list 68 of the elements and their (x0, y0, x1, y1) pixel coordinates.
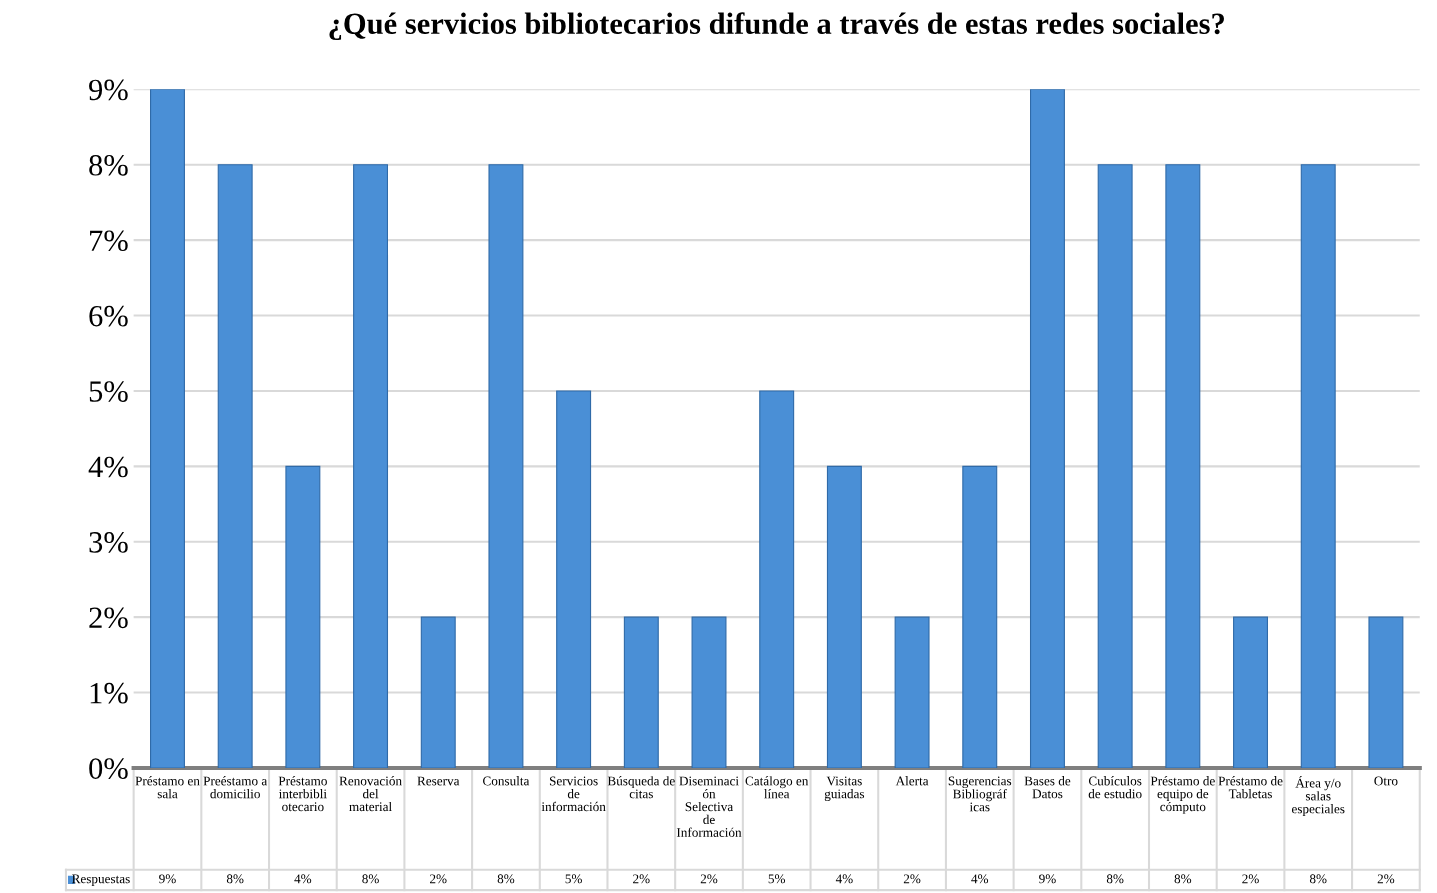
x-tick-label: Bases de Datos (1024, 776, 1071, 799)
y-tick-label: 6% (89, 305, 128, 327)
data-label: 8% (1174, 874, 1192, 884)
y-tick-label: 3% (89, 532, 128, 553)
x-tick-label: Alerta (895, 776, 929, 786)
bar (1233, 616, 1269, 768)
bar (488, 164, 524, 768)
x-tick-label: Búsqueda de citas (607, 776, 675, 799)
y-tick-label: 1% (90, 682, 128, 704)
y-tick-label: 8% (89, 154, 128, 176)
data-label: 4% (835, 874, 853, 884)
data-label: 8% (226, 874, 244, 884)
bar (420, 616, 456, 768)
bar (826, 465, 862, 768)
y-tick-label: 7% (90, 230, 128, 252)
data-label: 2% (1377, 874, 1395, 884)
data-label: 5% (565, 874, 582, 884)
x-tick-label: Otro (1374, 776, 1398, 786)
data-label: 8% (362, 874, 379, 884)
bar (556, 390, 592, 768)
y-tick-label: 5% (89, 381, 128, 402)
data-label: 9% (159, 874, 176, 884)
data-label: 4% (294, 874, 312, 884)
data-label: 5% (768, 874, 786, 884)
x-tick-label: Préstamo en sala (135, 776, 200, 799)
x-tick-label: Préstamo interbibliotecario (278, 776, 327, 812)
x-tick-label: Diseminación Selectiva de Información (676, 776, 742, 837)
chart-title: ¿Qué servicios bibliotecarios difunde a través de estas redes sociales? (329, 12, 1224, 41)
y-tick-label: 9% (89, 79, 128, 101)
x-tick-label: Sugerencias Bibliográficas (948, 776, 1012, 812)
x-tick-label: Reserva (417, 776, 460, 786)
data-label: 8% (497, 874, 515, 884)
bar (894, 616, 930, 768)
data-label: 2% (700, 874, 718, 884)
bar (1300, 164, 1336, 768)
data-label: 4% (971, 874, 989, 884)
data-label: 8% (1309, 874, 1327, 884)
y-tick-label: 4% (88, 456, 128, 478)
x-tick-label: Cubículos de estudio (1088, 776, 1142, 799)
data-label: 2% (633, 874, 650, 884)
data-label: 9% (1039, 874, 1056, 884)
y-tick-label: 0% (89, 758, 128, 779)
x-tick-label: Catálogo en línea (745, 776, 809, 799)
x-tick-label: Visitas guiadas (824, 776, 865, 802)
bar (691, 616, 727, 768)
x-tick-label: Préstamo de equipo de cómputo (1150, 776, 1215, 814)
bar (1029, 89, 1065, 768)
bar (285, 465, 321, 768)
bar (1165, 164, 1201, 768)
y-tick-label: 2% (89, 607, 128, 629)
bar (1368, 616, 1404, 768)
x-tick-label: Área y/o salas especiales (1291, 776, 1345, 817)
x-tick-label: Servicios de información (541, 776, 606, 812)
x-tick-label: Preéstamo a domicilio (203, 776, 268, 799)
bar (353, 164, 389, 768)
data-label: 2% (903, 874, 921, 884)
bar (217, 164, 253, 768)
bar (150, 89, 185, 768)
x-tick-label: Préstamo de Tabletas (1218, 776, 1283, 799)
bar (759, 390, 795, 768)
data-label: 2% (1242, 874, 1259, 884)
data-label: 2% (430, 874, 447, 884)
bar (1097, 164, 1133, 768)
x-tick-label: Renovación del material (339, 776, 402, 812)
x-tick-label: Consulta (483, 776, 530, 786)
bar (623, 616, 659, 768)
bar (962, 465, 998, 768)
data-label: 8% (1106, 874, 1124, 884)
